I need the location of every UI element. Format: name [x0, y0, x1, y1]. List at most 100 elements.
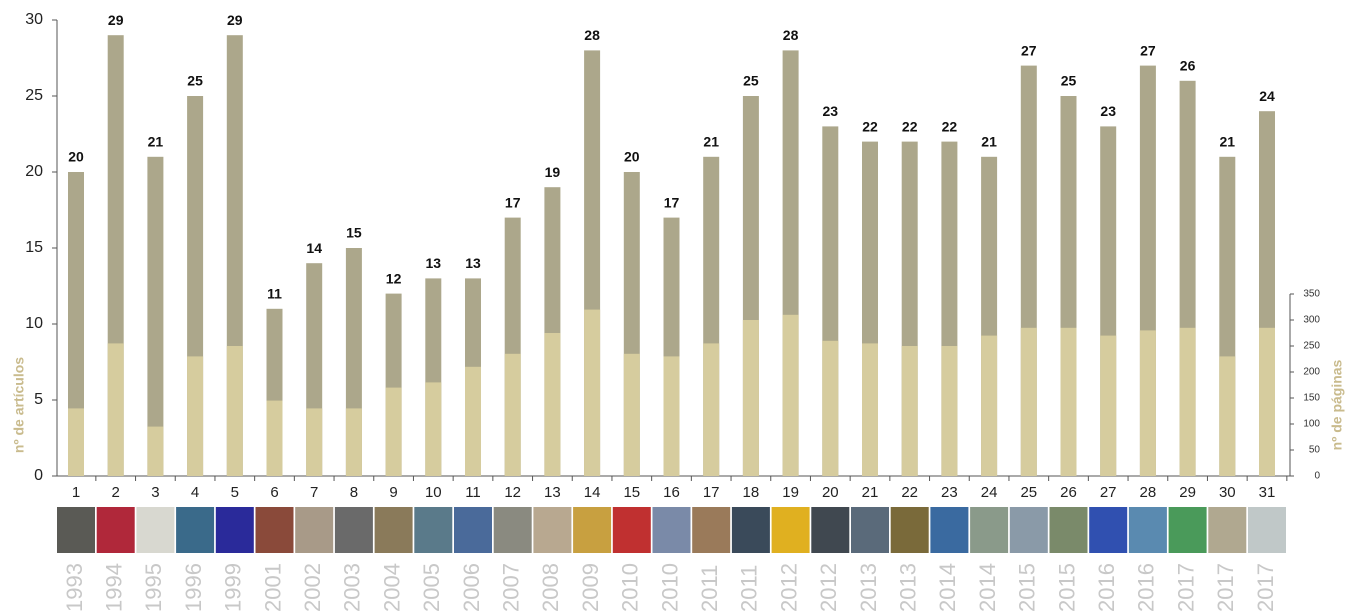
year-label: 2009 [578, 563, 603, 612]
year-label: 2010 [618, 563, 643, 612]
y-axis-label: nº de artículos [11, 357, 27, 453]
cover-thumbnail [1248, 507, 1286, 553]
year-label: 2006 [459, 563, 484, 612]
cover-thumbnail [1128, 507, 1167, 553]
value-label: 19 [545, 164, 561, 180]
bar [226, 346, 243, 476]
year-label: 1993 [62, 563, 87, 612]
x-tick-label: 18 [743, 484, 760, 501]
bar [1100, 335, 1117, 476]
year-label: 2017 [1253, 563, 1278, 612]
bar [107, 343, 124, 476]
bar [623, 353, 640, 476]
value-label: 23 [823, 103, 839, 119]
bar [306, 408, 323, 476]
value-label: 12 [386, 270, 402, 286]
bar [941, 346, 958, 476]
bar [544, 333, 561, 476]
bar [1060, 327, 1077, 476]
value-label: 22 [902, 118, 918, 134]
x-tick-label: 14 [584, 484, 601, 501]
bar [1179, 327, 1196, 476]
y-tick-label: 20 [25, 163, 43, 180]
cover-thumbnail [930, 507, 969, 553]
y2-tick-label: 350 [1303, 289, 1320, 300]
x-tick-label: 17 [703, 484, 720, 501]
x-tick-label: 26 [1060, 484, 1077, 501]
year-label: 2008 [538, 563, 563, 612]
x-tick-label: 31 [1259, 484, 1276, 501]
x-tick-label: 11 [465, 484, 481, 501]
year-label: 2003 [340, 563, 365, 612]
value-label: 21 [148, 134, 164, 150]
x-tick-label: 28 [1140, 484, 1157, 501]
x-tick-label: 1 [72, 484, 80, 501]
x-tick-label: 25 [1020, 484, 1037, 501]
x-tick-label: 4 [191, 484, 199, 501]
x-tick-label: 16 [663, 484, 680, 501]
cover-thumbnail [612, 507, 651, 553]
bar [266, 400, 283, 476]
cover-thumbnail [295, 507, 334, 553]
bar [1020, 327, 1037, 476]
value-label: 22 [942, 118, 958, 134]
bar [425, 382, 442, 476]
x-tick-label: 3 [151, 484, 159, 501]
bar [385, 387, 402, 476]
value-label: 17 [664, 194, 680, 210]
x-tick-label: 13 [544, 484, 561, 501]
year-label: 2010 [657, 563, 682, 612]
bar [147, 156, 164, 477]
x-tick-label: 24 [981, 484, 998, 501]
value-label: 15 [346, 225, 362, 241]
value-label: 21 [1220, 134, 1236, 150]
year-label: 2016 [1094, 563, 1119, 612]
cover-thumbnail [851, 507, 889, 553]
bar [901, 346, 918, 476]
x-tick-label: 15 [623, 484, 640, 501]
bar [68, 408, 84, 476]
x-tick-label: 30 [1219, 484, 1236, 501]
year-label: 1995 [141, 563, 166, 612]
bar [981, 335, 998, 476]
y2-axis-label: nº de páginas [1329, 359, 1345, 450]
value-label: 14 [306, 240, 322, 256]
cover-thumbnail [215, 507, 254, 553]
year-label: 2004 [379, 563, 404, 612]
value-label: 28 [584, 27, 600, 43]
value-label: 28 [783, 27, 799, 43]
value-label: 11 [267, 286, 282, 302]
bar [465, 366, 481, 476]
bar [147, 426, 164, 476]
cover-thumbnail [692, 507, 731, 553]
cover-thumbnail [1208, 507, 1247, 553]
year-label: 1994 [102, 563, 127, 612]
cover-thumbnail [255, 507, 294, 553]
value-label: 20 [624, 149, 640, 165]
cover-thumbnail [493, 507, 532, 553]
y-tick-label: 10 [25, 315, 43, 332]
y2-tick-label: 50 [1309, 445, 1321, 456]
cover-thumbnail [57, 507, 95, 553]
year-label: 2007 [499, 563, 524, 612]
bar [584, 309, 601, 476]
cover-thumbnail [1089, 507, 1128, 553]
bar [862, 343, 878, 476]
x-tick-label: 27 [1100, 484, 1117, 501]
value-label: 23 [1100, 103, 1116, 119]
value-label: 22 [862, 118, 878, 134]
year-label: 2014 [935, 563, 960, 612]
value-label: 29 [108, 12, 124, 28]
bar [504, 353, 521, 476]
cover-thumbnail [652, 507, 691, 553]
bar [742, 320, 759, 476]
cover-thumbnail [811, 507, 850, 553]
year-label: 2011 [737, 565, 762, 612]
value-label: 25 [1061, 73, 1077, 89]
value-label: 26 [1180, 58, 1196, 74]
x-tick-label: 9 [389, 484, 397, 501]
value-label: 25 [187, 73, 203, 89]
cover-thumbnail [771, 507, 810, 553]
x-tick-label: 5 [231, 484, 239, 501]
